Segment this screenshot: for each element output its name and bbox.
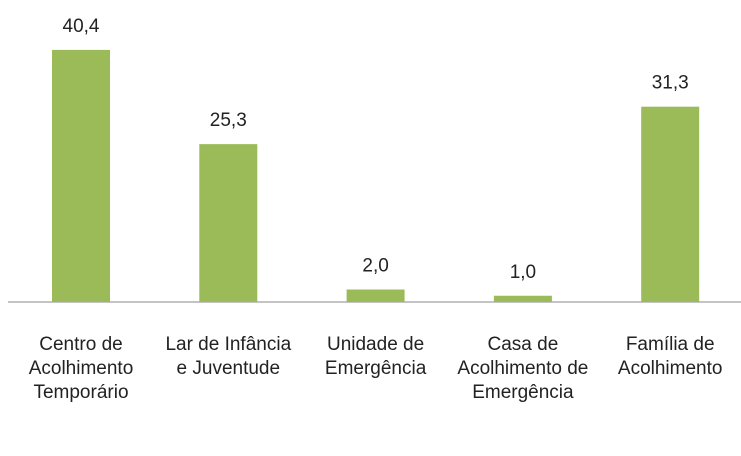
x-tick-label: Unidade de Emergência (324, 334, 427, 379)
data-label: 2,0 (362, 256, 388, 277)
x-tick-label: Família de Acolhimento (617, 334, 723, 379)
bar (52, 49, 110, 303)
data-label: 1,0 (510, 262, 536, 283)
bar (641, 106, 700, 302)
data-label: 40,4 (63, 16, 100, 37)
bar (493, 295, 552, 302)
bar (346, 289, 405, 302)
data-label: 25,3 (210, 110, 247, 131)
x-tick-label: Lar de Infância e Juventude (165, 334, 292, 379)
bar (199, 144, 258, 302)
x-tick-label: Centro de Acolhimento Temporário (28, 334, 134, 403)
data-label: 31,3 (652, 73, 689, 94)
x-tick-label: Casa de Acolhimento de Emergência (457, 334, 589, 403)
